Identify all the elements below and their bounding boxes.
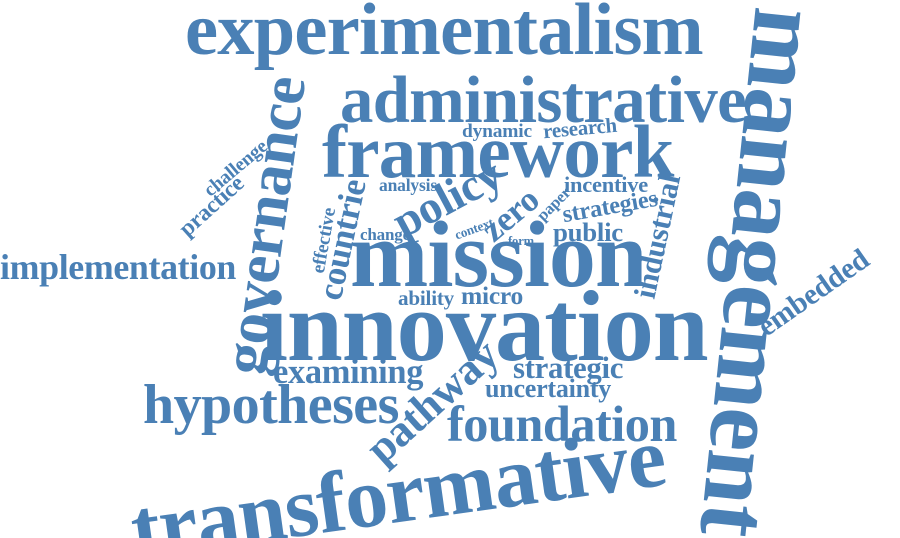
word-examining: examining	[273, 353, 424, 391]
word-form: form	[508, 233, 534, 248]
word-change: change	[360, 224, 410, 244]
word-experimentalism: experimentalism	[185, 0, 704, 71]
word-research: research	[542, 112, 618, 143]
word-uncertainty: uncertainty	[485, 374, 612, 403]
word-mission: mission	[350, 203, 647, 307]
word-public: public	[553, 216, 623, 247]
word-ability: ability	[398, 285, 455, 310]
word-incentive: incentive	[564, 172, 649, 197]
word-administrative: administrative	[340, 62, 747, 137]
word-innovation: innovation	[260, 270, 709, 382]
word-hypotheses: hypotheses	[143, 374, 399, 436]
word-analysis: analysis	[379, 175, 437, 195]
word-strategic: strategic	[513, 350, 624, 385]
word-framework: framework	[322, 110, 674, 194]
word-foundation: foundation	[447, 396, 677, 452]
word-dynamic: dynamic	[462, 120, 532, 142]
word-micro: micro	[461, 281, 523, 310]
word-implementation: implementation	[0, 247, 237, 287]
